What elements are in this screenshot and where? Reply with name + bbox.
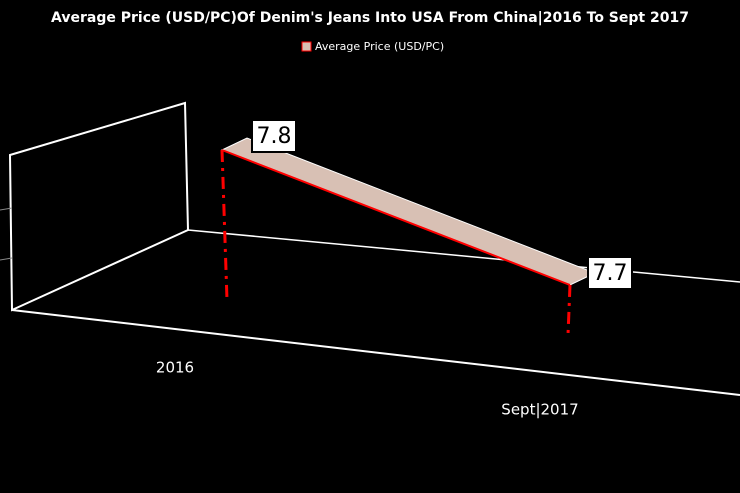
chart-title: Average Price (USD/PC)Of Denim's Jeans I… [51,10,689,26]
floor-back-edge [187,229,740,283]
axis-tick [0,207,13,211]
floor-front-edge [11,309,740,396]
legend-label: Average Price (USD/PC) [315,40,444,53]
data-label-box [251,119,297,153]
x-tick-label: Sept|2017 [501,401,578,419]
data-label: 7.8 [257,124,292,149]
line [221,149,571,286]
drop-line [566,284,572,336]
legend-swatch [301,41,312,52]
x-tick-label: 2016 [156,359,194,377]
axis-tick [0,257,13,261]
data-label: 7.7 [593,261,628,286]
data-label-box [587,256,633,290]
